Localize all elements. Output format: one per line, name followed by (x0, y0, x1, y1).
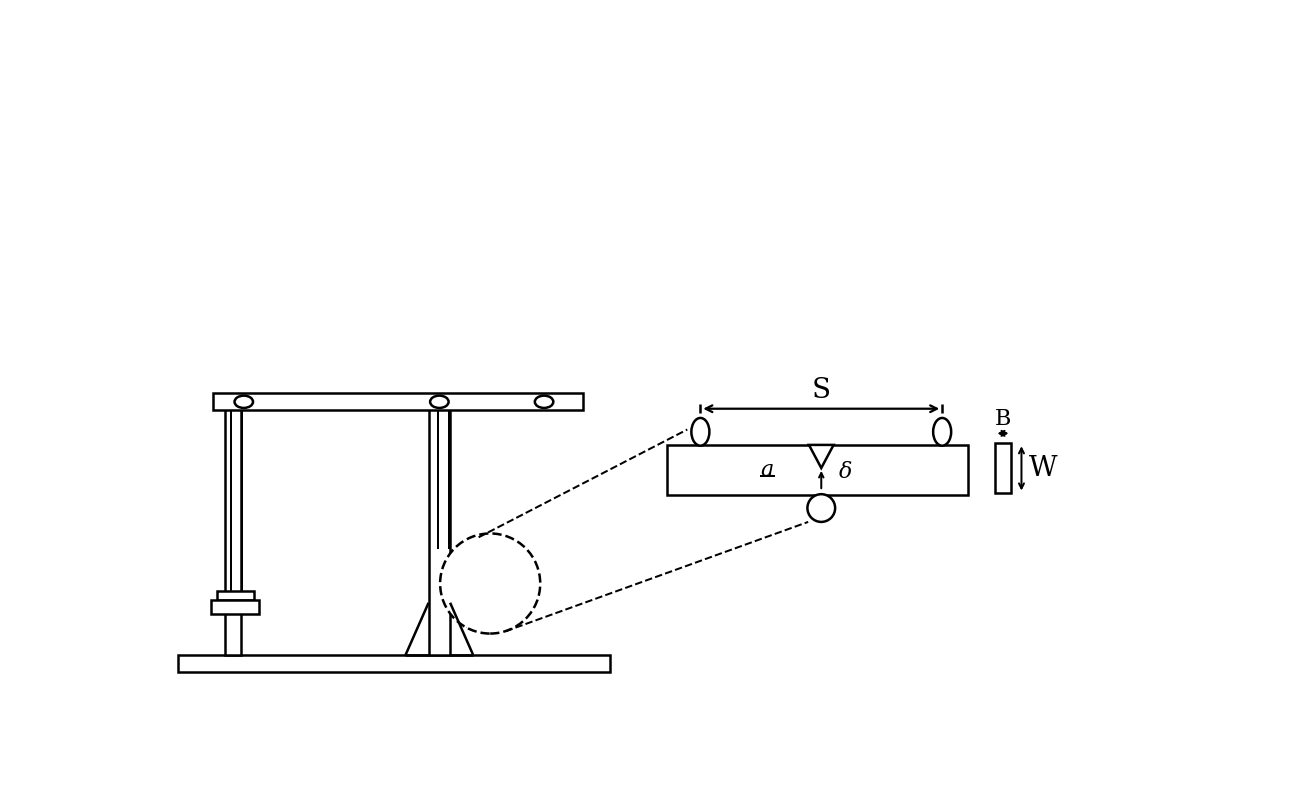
Bar (467, 549, 509, 626)
Text: δ: δ (838, 461, 853, 483)
Bar (217, 591, 254, 600)
Bar (225, 403, 242, 655)
Bar (212, 600, 259, 615)
Ellipse shape (234, 396, 252, 408)
Bar (429, 403, 450, 655)
Circle shape (439, 533, 540, 634)
Bar (667, 445, 968, 495)
Ellipse shape (692, 418, 709, 446)
Bar (994, 444, 1011, 493)
Ellipse shape (933, 418, 951, 446)
Circle shape (483, 588, 494, 599)
Ellipse shape (430, 396, 449, 408)
Circle shape (807, 494, 835, 522)
Text: W: W (1029, 455, 1058, 482)
Bar (471, 563, 506, 577)
Polygon shape (808, 445, 833, 468)
Text: a: a (761, 459, 774, 481)
Circle shape (483, 563, 494, 574)
Bar (178, 655, 610, 672)
Bar (213, 393, 582, 411)
Ellipse shape (535, 396, 553, 408)
Text: S: S (812, 377, 831, 404)
Text: B: B (995, 408, 1011, 430)
Bar (471, 585, 506, 600)
